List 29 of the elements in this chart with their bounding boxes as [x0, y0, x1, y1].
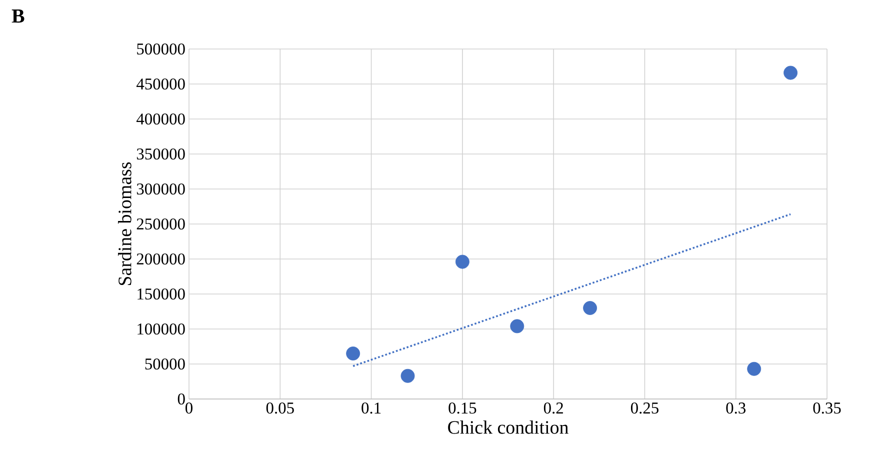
- y-tick-label: 350000: [136, 148, 185, 160]
- point: [400, 368, 415, 383]
- point: [346, 346, 360, 360]
- text: B: [12, 10, 24, 23]
- y-tick-label: 100000: [138, 323, 185, 335]
- x-tick-label: 0.35: [813, 402, 841, 414]
- y-tick-label: 300000: [136, 183, 185, 195]
- x-tick-label: 0.3: [726, 402, 746, 414]
- point: [784, 66, 798, 80]
- point: [510, 319, 524, 334]
- x-axis-title: Chick condition: [448, 420, 568, 434]
- point: [583, 301, 598, 315]
- y-tick-label: 500000: [137, 43, 185, 55]
- y-axis-title: Sardine biomass: [118, 162, 132, 286]
- point: [455, 254, 470, 269]
- y-tick-label: 150000: [138, 288, 185, 300]
- y-tick-label: 250000: [136, 218, 185, 230]
- y-tick-label: 450000: [136, 78, 185, 90]
- x-tick-label: 0.2: [544, 402, 563, 414]
- y-tick-label: 50000: [145, 358, 185, 370]
- y-tick-label: 0: [178, 393, 185, 405]
- x-tick-label: 0: [186, 402, 192, 414]
- y-tick-label: 200000: [136, 253, 185, 265]
- x-tick-label: 0.15: [448, 402, 476, 414]
- x-tick-label: 0.05: [266, 402, 294, 414]
- x-tick-label: 0.25: [630, 402, 658, 414]
- point: [747, 362, 762, 376]
- y-tick-label: 400000: [136, 113, 185, 125]
- x-tick-label: 0.1: [362, 402, 381, 414]
